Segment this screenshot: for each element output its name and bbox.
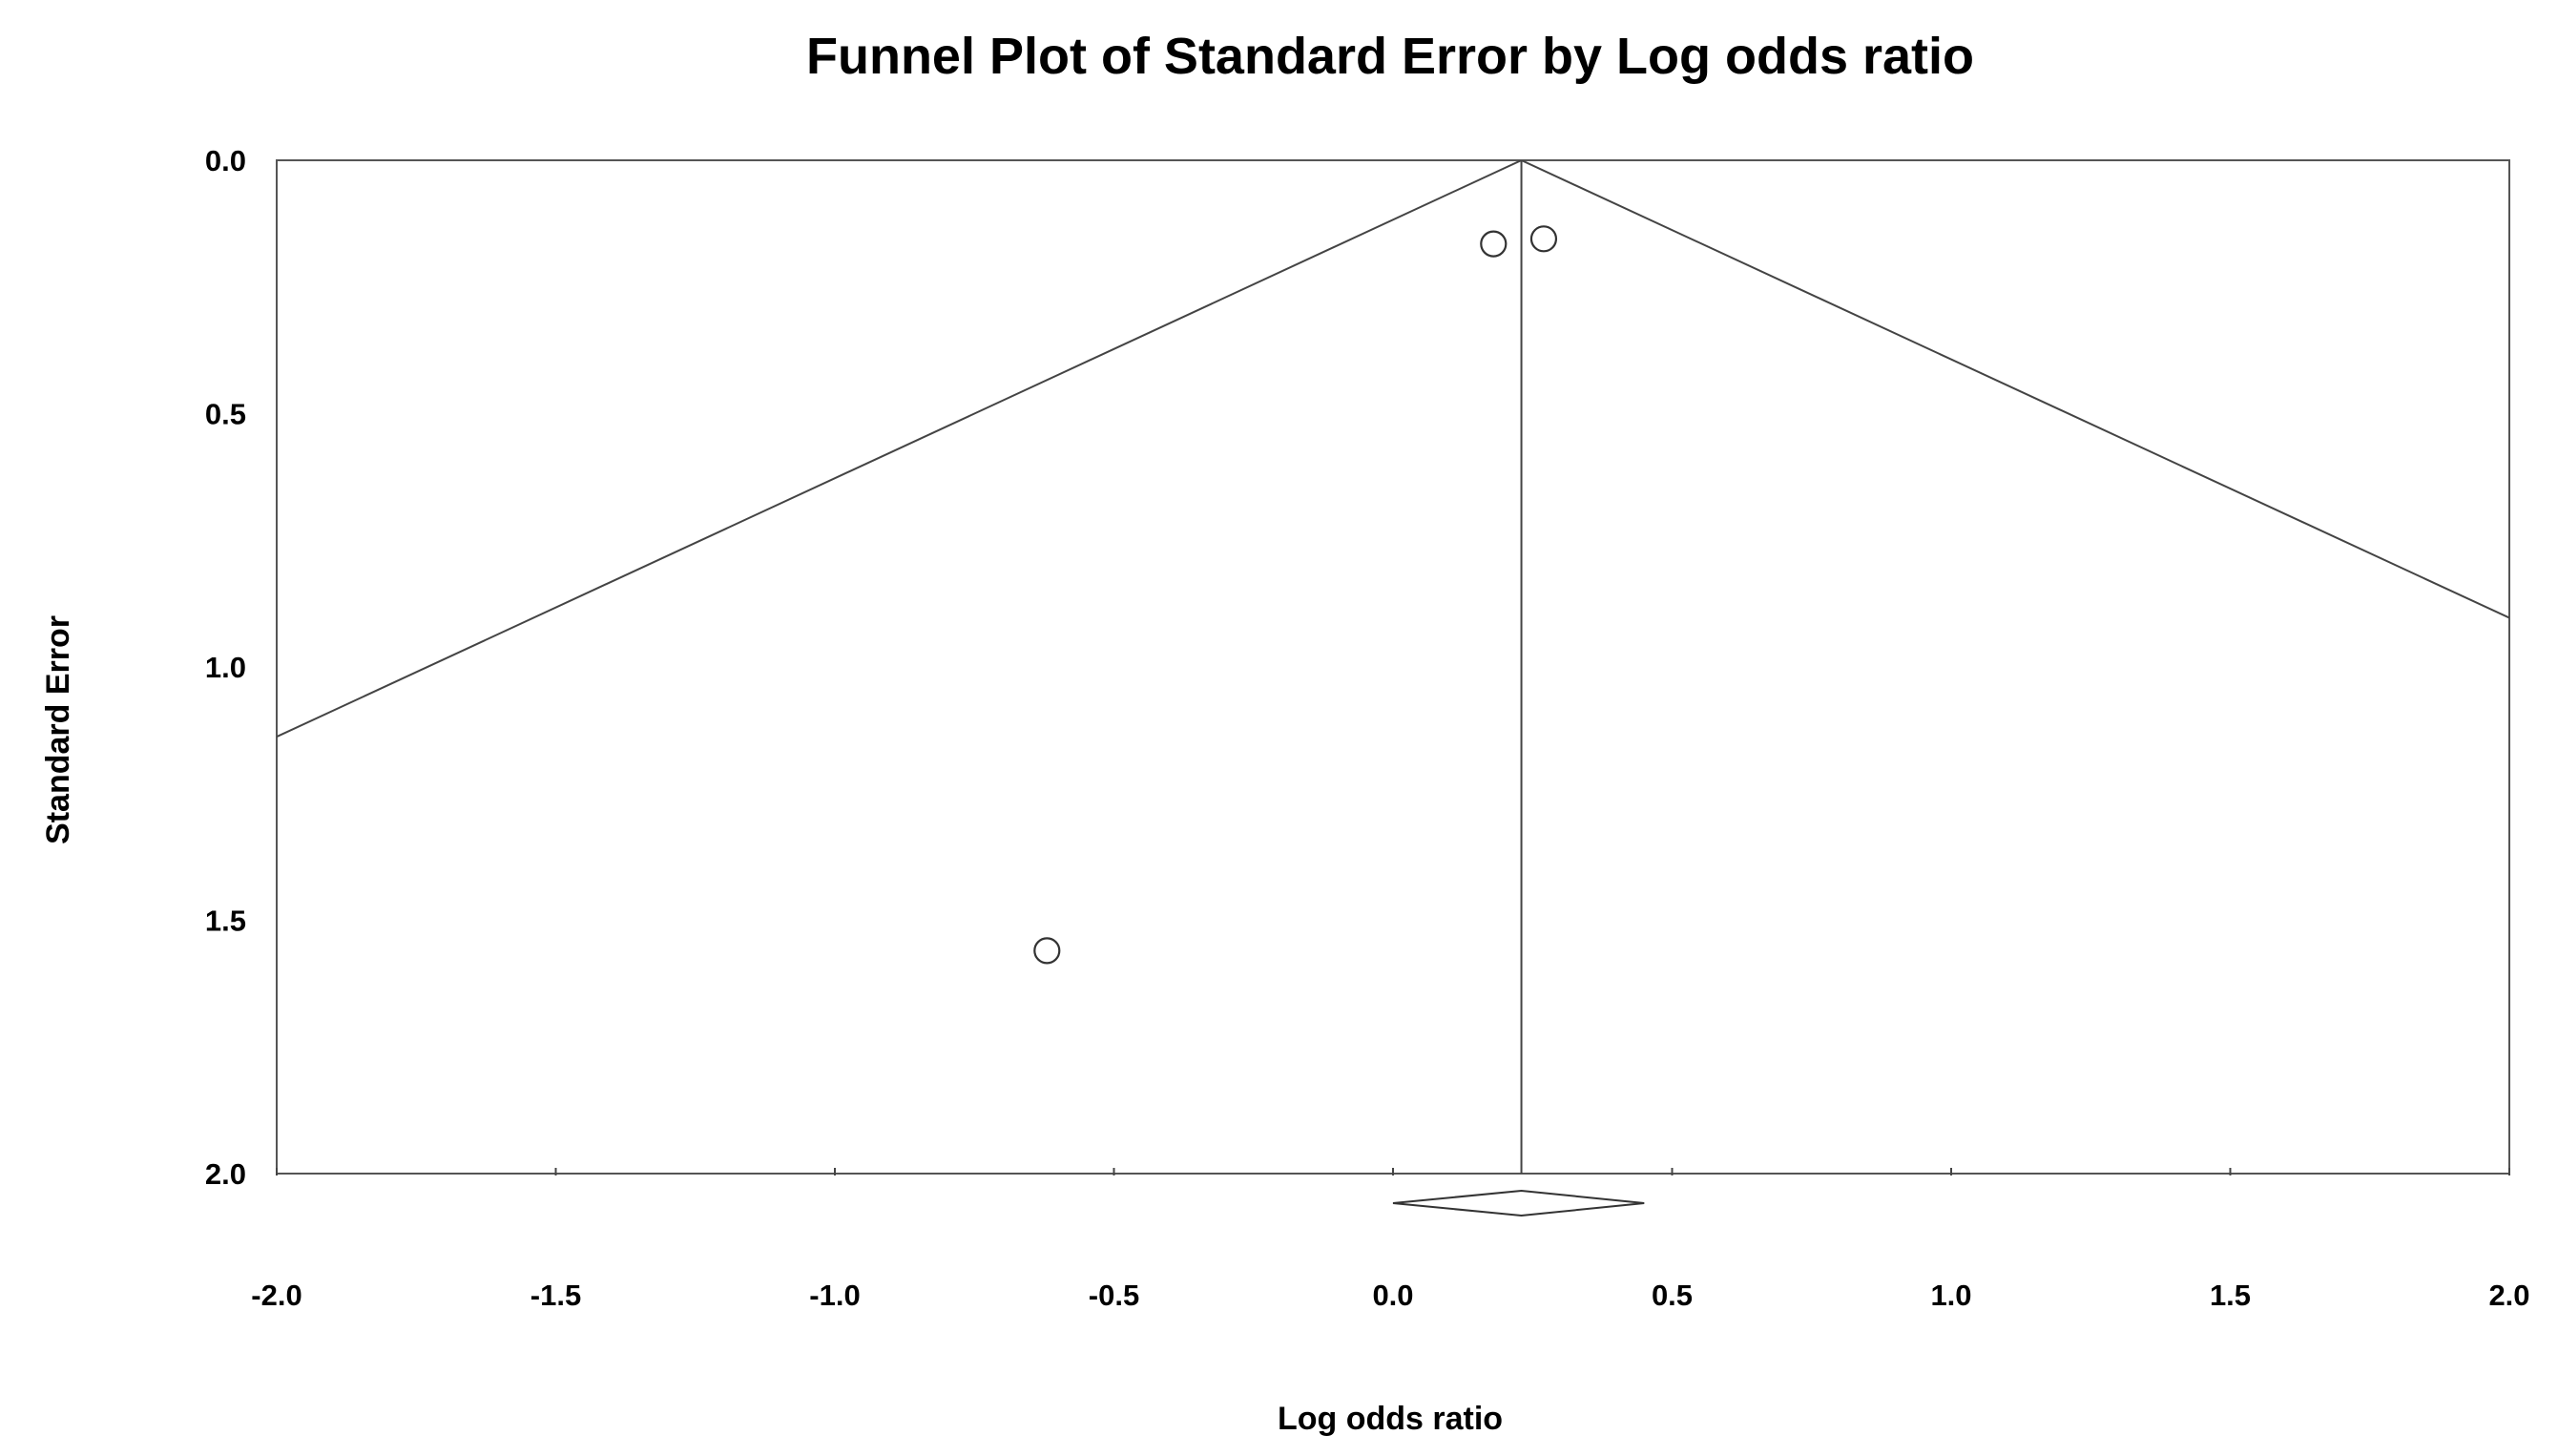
y-axis-label: Standard Error <box>40 615 76 844</box>
x-tick-label: 2.0 <box>2488 1279 2529 1312</box>
x-tick-label: 1.0 <box>1930 1279 1971 1312</box>
pooled-estimate-diamond <box>1392 1189 1645 1217</box>
chart-title: Funnel Plot of Standard Error by Log odd… <box>806 28 1974 85</box>
x-tick-label: -0.5 <box>1089 1279 1139 1312</box>
funnel-lines <box>277 160 2509 1174</box>
y-tick-label: 0.5 <box>205 398 246 431</box>
plot-frame <box>276 159 2510 1175</box>
y-tick-label: 1.0 <box>205 651 246 684</box>
x-tick-label: -1.5 <box>530 1279 581 1312</box>
y-tick-label: 1.5 <box>205 905 246 938</box>
data-point <box>1529 225 1558 253</box>
chart-marks: -2.0 -1.5 -1.0 -0.5 0.0 0.5 1.0 1.5 2.0 0.0 0.5 1.0… <box>205 144 2530 1312</box>
x-axis-label: Log odds ratio <box>1278 1401 1503 1437</box>
x-tick-label: 0.5 <box>1652 1279 1693 1312</box>
x-tick-label: 0.0 <box>1372 1279 1413 1312</box>
y-tick-label: 0.0 <box>205 144 246 177</box>
x-tick-label: -2.0 <box>251 1279 302 1312</box>
funnel-right-boundary <box>1521 160 2509 619</box>
data-point <box>1480 230 1508 258</box>
x-tick-label: 1.5 <box>2210 1279 2251 1312</box>
data-point <box>1033 937 1061 965</box>
funnel-left-boundary <box>277 160 1522 738</box>
y-tick-label: 2.0 <box>205 1157 246 1191</box>
x-tick-label: -1.0 <box>809 1279 860 1312</box>
